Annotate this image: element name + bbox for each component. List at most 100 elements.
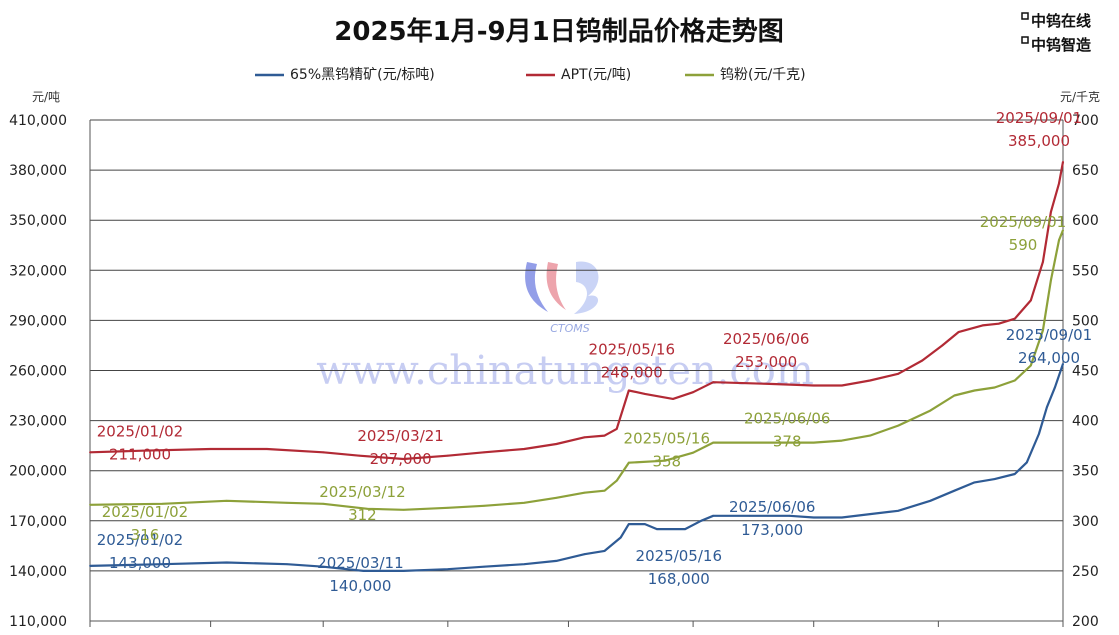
watermark-logo-text: CTOMS: [550, 322, 590, 335]
data-point: [869, 434, 871, 437]
data-point: [869, 513, 871, 516]
data-label-value: 173,000: [741, 521, 803, 539]
left-tick-label: 260,000: [9, 364, 67, 380]
right-tick-label: 400: [1072, 414, 1099, 430]
data-point: [643, 523, 646, 526]
data-point: [953, 394, 956, 397]
data-point: [700, 519, 703, 522]
data-point: [788, 514, 791, 517]
data-point: [692, 391, 694, 394]
data-point: [225, 499, 228, 502]
data-point: [1050, 210, 1052, 213]
series-2: [89, 229, 1065, 511]
data-point: [603, 434, 606, 437]
data-point: [627, 389, 630, 392]
data-label-value: 358: [652, 453, 681, 471]
data-point: [664, 459, 666, 462]
legend: 65%黑钨精矿(元/标吨) APT(元/吨) 钨粉(元/千克): [255, 67, 806, 83]
data-label-value: 248,000: [601, 364, 663, 382]
data-point: [615, 479, 618, 482]
data-point: [583, 491, 586, 494]
data-point: [1062, 362, 1064, 365]
data-label-date: 2025/05/16: [636, 547, 722, 565]
data-point: [402, 458, 405, 460]
data-point: [366, 507, 369, 510]
left-tick-label: 290,000: [9, 313, 67, 329]
series-layer: [89, 160, 1065, 572]
data-point: [656, 528, 658, 531]
left-tick-label: 140,000: [9, 564, 67, 580]
data-point: [1029, 299, 1032, 302]
data-point: [362, 570, 365, 572]
right-tick-label: 350: [1072, 464, 1099, 480]
data-point: [712, 441, 715, 444]
data-point: [1041, 261, 1044, 263]
data-point: [555, 559, 558, 562]
series-0: [89, 362, 1065, 572]
data-point: [840, 384, 843, 387]
data-label-date: 2025/09/01: [996, 109, 1082, 127]
brand-line-2: 中钨智造: [1031, 36, 1091, 54]
data-labels: 2025/01/02 143,000 2025/03/11 140,000 2025/0…: [97, 109, 1092, 595]
data-point: [615, 428, 618, 430]
data-point: [840, 516, 843, 519]
data-point: [1041, 329, 1044, 332]
data-point: [1062, 229, 1064, 232]
data-point: [161, 563, 164, 566]
data-point: [555, 496, 558, 499]
data-point: [619, 536, 622, 539]
data-point: [1037, 433, 1040, 435]
data-point: [712, 381, 715, 384]
data-point: [812, 441, 815, 444]
data-label-value: 312: [348, 506, 377, 524]
data-point: [483, 451, 485, 454]
series-line: [89, 363, 1065, 572]
data-point: [1013, 379, 1016, 382]
left-axis-ticks: 110,000 140,000 170,000 200,000 230,000 260,0…: [9, 113, 67, 630]
data-point: [322, 565, 325, 568]
data-label-date: 2025/01/02: [97, 422, 183, 440]
right-tick-label: 600: [1072, 213, 1099, 229]
data-label-value: 207,000: [370, 450, 432, 468]
data-point: [748, 514, 751, 517]
data-point: [1013, 473, 1016, 475]
data-point: [1058, 239, 1060, 242]
data-point: [603, 489, 606, 492]
logo-stroke-mid: [546, 262, 566, 310]
data-point: [1029, 364, 1032, 367]
data-point: [897, 424, 900, 427]
right-axis-ticks: 200 250 300 350 400 450 500 550 600 650 700: [1072, 113, 1099, 630]
data-point: [684, 528, 686, 531]
data-label-date: 2025/05/16: [589, 341, 675, 359]
data-point: [555, 443, 558, 445]
data-point: [446, 568, 449, 571]
data-point: [929, 499, 932, 502]
data-label-value: 590: [1009, 236, 1038, 254]
data-point: [603, 549, 606, 552]
brand-mark-icon: [1021, 12, 1029, 20]
data-point: [523, 501, 526, 504]
right-tick-label: 250: [1072, 564, 1099, 580]
data-label-date: 2025/06/06: [744, 410, 830, 428]
data-point: [921, 359, 924, 362]
data-point: [446, 506, 449, 509]
data-point: [981, 324, 984, 327]
data-point: [692, 451, 694, 454]
data-point: [1025, 461, 1028, 464]
left-tick-label: 230,000: [9, 414, 67, 430]
data-point: [161, 502, 164, 505]
data-label-date: 2025/03/11: [317, 554, 403, 572]
data-point: [89, 564, 91, 567]
data-label-value: 264,000: [1018, 349, 1080, 367]
data-point: [225, 561, 228, 564]
data-label-value: 253,000: [735, 353, 797, 371]
data-label-value: 378: [773, 433, 802, 451]
data-point: [993, 478, 996, 480]
data-point: [402, 508, 405, 511]
left-tick-label: 380,000: [9, 163, 67, 179]
data-point: [941, 344, 944, 347]
data-point: [583, 436, 586, 439]
data-label-value: 316: [131, 526, 160, 544]
data-point: [358, 454, 361, 457]
